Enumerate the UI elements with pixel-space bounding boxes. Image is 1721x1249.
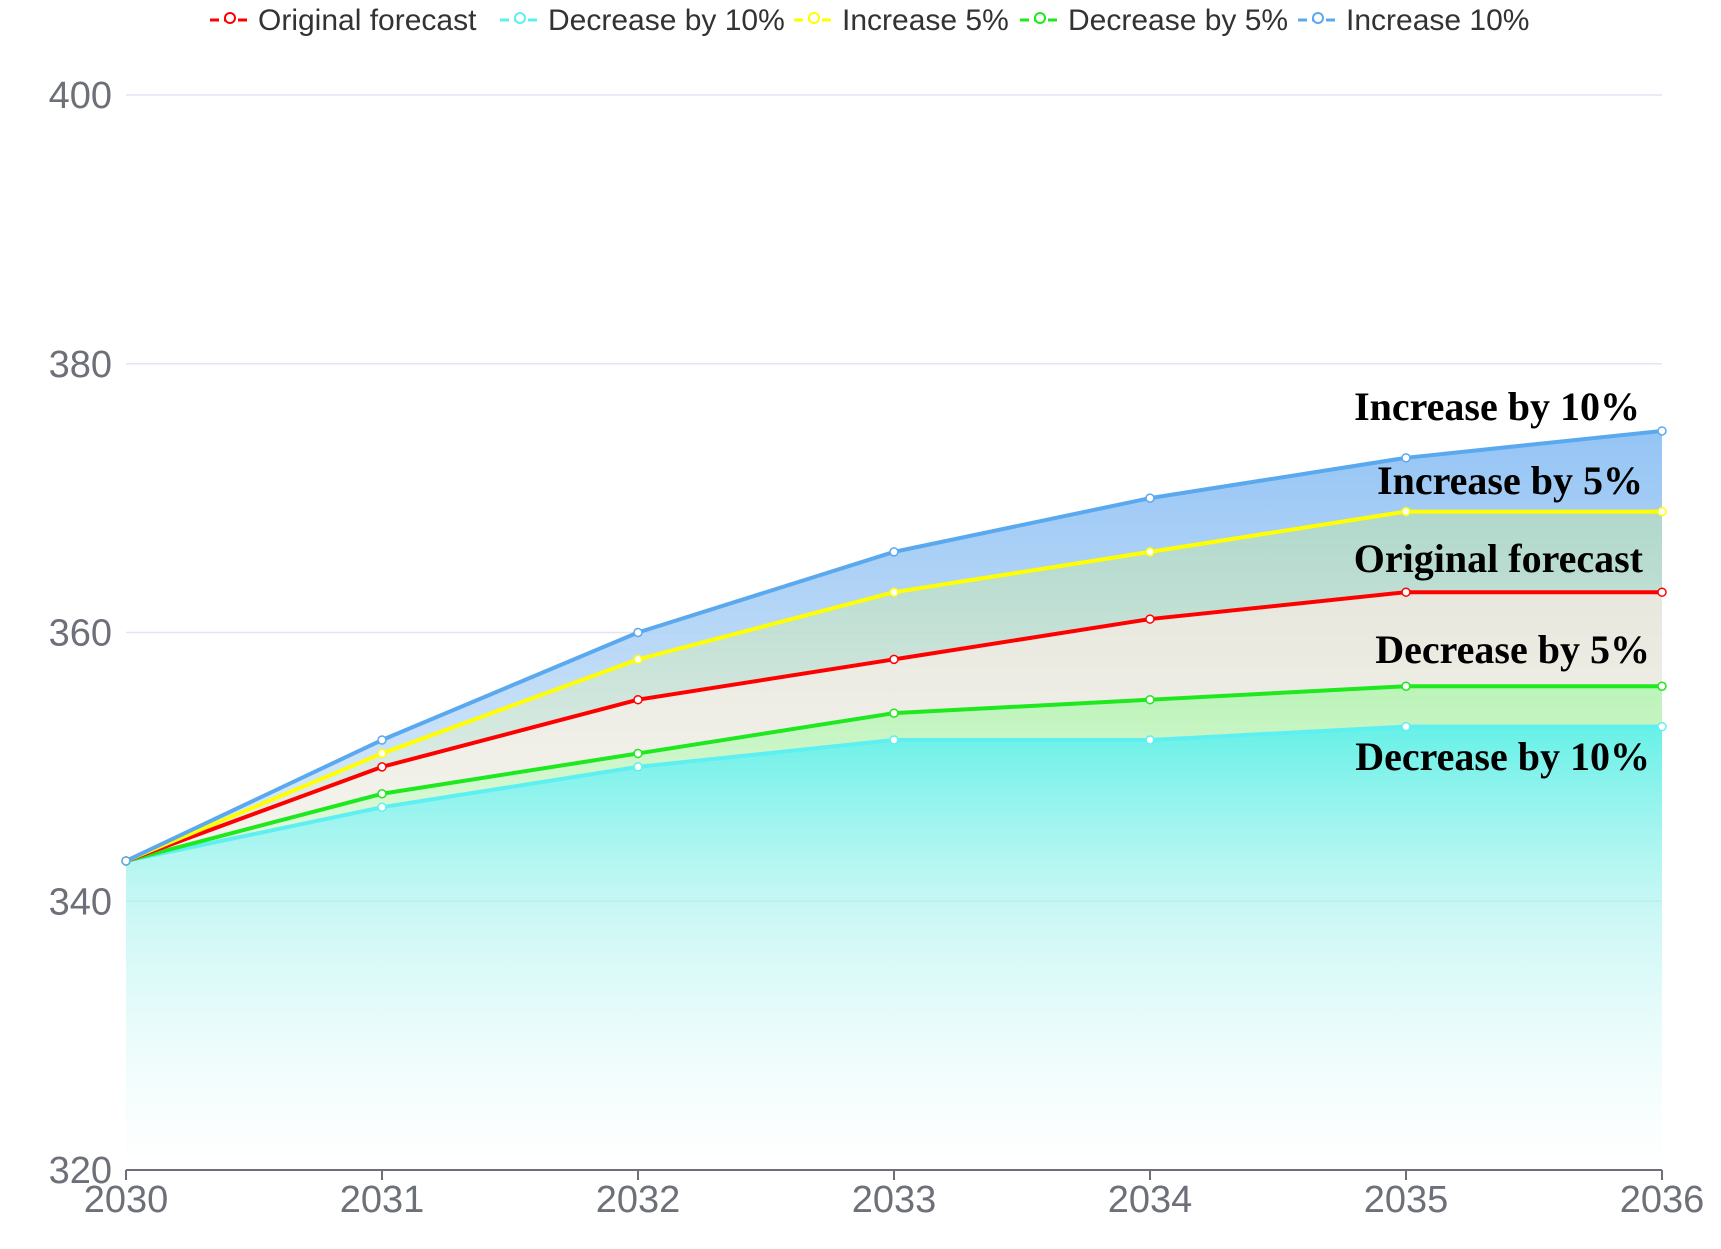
annotation-inc5: Increase by 5% — [1377, 458, 1643, 503]
data-point-inc10 — [1401, 453, 1411, 463]
data-point-dec5 — [633, 748, 643, 759]
legend-label: Increase 5% — [842, 4, 1009, 37]
annotation-dec5: Decrease by 5% — [1375, 627, 1650, 672]
area-original-forecast — [126, 592, 1662, 861]
area-increase-10 — [126, 430, 1662, 861]
data-point-orig — [1401, 587, 1411, 597]
area-decrease-10 — [126, 726, 1662, 1170]
data-point-inc5 — [1401, 506, 1411, 517]
annotation-dec10: Decrease by 10% — [1355, 734, 1650, 779]
legend-swatch-marker — [1034, 12, 1046, 24]
data-point-inc5 — [633, 654, 643, 665]
data-point-inc5 — [1145, 547, 1155, 557]
data-point-dec5 — [1145, 694, 1155, 705]
data-point-dec5 — [1657, 681, 1667, 691]
y-tick-label: 380 — [49, 344, 112, 386]
legend-item-dec5: Decrease by 5% — [1020, 4, 1288, 37]
x-tick-label: 2032 — [596, 1179, 681, 1221]
data-point-inc5 — [1657, 506, 1667, 517]
legend-item-inc10: Increase 10% — [1298, 4, 1529, 37]
y-axis-tick-labels: 400 380 360 340 320 — [49, 75, 112, 1192]
x-tick-label: 2036 — [1620, 1179, 1705, 1221]
legend-label: Increase 10% — [1346, 4, 1529, 37]
legend-item-orig: Original forecast — [210, 4, 477, 37]
x-axis-tick-labels: 2030 2031 2032 2033 2034 2035 2036 — [84, 1179, 1705, 1221]
data-point-inc10 — [1657, 426, 1667, 436]
data-point-dec10 — [377, 802, 387, 812]
legend-label: Decrease by 10% — [548, 4, 785, 37]
legend-swatch-marker — [514, 12, 526, 24]
data-point-dec10 — [889, 735, 899, 745]
legend-swatch-marker — [808, 12, 820, 24]
data-point-dec10 — [633, 762, 643, 772]
legend-swatch-marker — [1312, 12, 1324, 24]
x-tick-label: 2034 — [1108, 1179, 1193, 1221]
data-point-orig — [633, 694, 643, 705]
data-point-inc10 — [377, 735, 387, 745]
annotation-inc10: Increase by 10% — [1354, 384, 1640, 429]
x-tick-label: 2035 — [1364, 1179, 1449, 1221]
y-tick-label: 400 — [49, 75, 112, 117]
data-point-inc10 — [1145, 493, 1155, 503]
legend-label: Decrease by 5% — [1068, 4, 1288, 37]
annotation-orig: Original forecast — [1354, 536, 1644, 581]
area-increase-5 — [126, 511, 1662, 861]
data-point-inc10 — [121, 856, 131, 866]
area-decrease-5 — [126, 686, 1662, 861]
data-point-dec5 — [1401, 681, 1411, 691]
data-point-dec10 — [1401, 721, 1411, 732]
axes — [125, 1169, 1663, 1180]
data-point-orig — [889, 654, 899, 665]
legend-label: Original forecast — [258, 4, 477, 37]
x-tick-label: 2031 — [340, 1179, 425, 1221]
data-point-inc10 — [633, 627, 643, 638]
legend: Original forecast Decrease by 10% Increase… — [210, 4, 1529, 37]
y-tick-label: 320 — [49, 1150, 112, 1192]
data-point-inc10 — [889, 547, 899, 557]
annotations: Increase by 10% Increase by 5% Original fo… — [1354, 384, 1650, 779]
legend-swatch-marker — [224, 12, 236, 24]
data-point-orig — [1657, 587, 1667, 597]
x-tick-label: 2033 — [852, 1179, 937, 1221]
data-point-dec5 — [377, 789, 387, 799]
data-point-dec10 — [1657, 721, 1667, 732]
data-point-inc5 — [889, 587, 899, 597]
data-point-dec5 — [889, 708, 899, 718]
data-point-inc5 — [377, 748, 387, 759]
data-point-dec10 — [1145, 735, 1155, 745]
data-point-orig — [377, 762, 387, 772]
x-tick-label: 2030 — [84, 1179, 169, 1221]
legend-item-inc5: Increase 5% — [794, 4, 1009, 37]
y-tick-label: 360 — [49, 613, 112, 655]
y-tick-label: 340 — [49, 881, 112, 923]
area-fills — [126, 430, 1662, 1170]
data-point-orig — [1145, 614, 1155, 624]
legend-item-dec10: Decrease by 10% — [500, 4, 785, 37]
data-points — [121, 426, 1667, 866]
